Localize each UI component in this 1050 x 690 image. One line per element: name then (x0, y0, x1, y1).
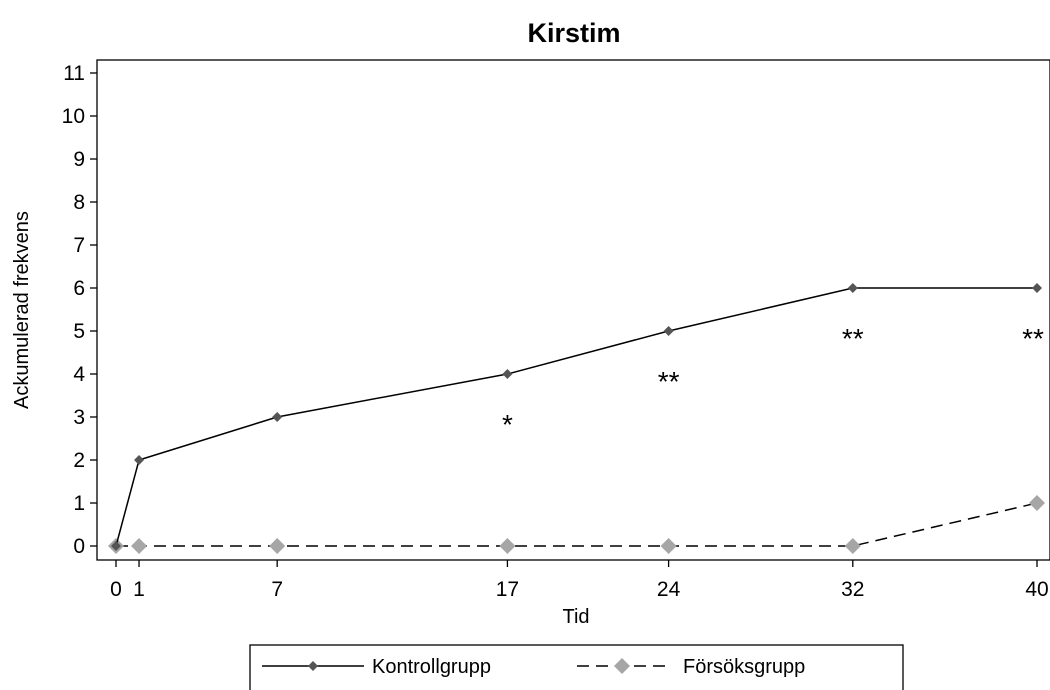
data-point-forsoksgrupp (1029, 495, 1045, 511)
plot-frame (96, 59, 1050, 561)
data-point-forsoksgrupp (269, 538, 286, 554)
data-point-kontrollgrupp (1032, 283, 1042, 293)
x-tick-label: 0 (110, 578, 122, 601)
x-tick-label: 40 (1025, 578, 1048, 601)
y-tick-label: 0 (73, 535, 85, 558)
legend: Kontrollgrupp Försöksgrupp (249, 644, 904, 690)
y-tick-label: 11 (63, 62, 85, 85)
y-tick-label: 10 (62, 105, 85, 128)
data-point-forsoksgrupp (844, 538, 861, 554)
legend-box (249, 644, 904, 690)
series-line-kontrollgrupp (115, 287, 1037, 547)
data-point-forsoksgrupp (660, 538, 677, 554)
significance-annotation: ** (658, 366, 680, 397)
x-axis-ticks: 0 1 7 17 24 32 40 (110, 560, 1049, 601)
data-point-kontrollgrupp (134, 455, 145, 465)
annotation-layer: ***** ** (502, 323, 1044, 440)
chart-title: Kirstim (527, 18, 620, 48)
data-point-kontrollgrupp (663, 326, 674, 336)
y-tick-label: 3 (73, 406, 85, 429)
series-layer (108, 283, 1045, 554)
data-point-kontrollgrupp (272, 412, 283, 422)
legend-label-kontrollgrupp: Kontrollgrupp (372, 656, 491, 678)
y-tick-label: 1 (73, 492, 85, 515)
data-point-forsoksgrupp (131, 538, 148, 554)
plot-area (96, 59, 1050, 561)
data-point-kontrollgrupp (502, 369, 513, 379)
x-tick-label: 24 (657, 578, 681, 601)
data-point-forsoksgrupp (499, 538, 516, 554)
y-tick-label: 8 (73, 191, 85, 214)
y-tick-label: 4 (73, 363, 85, 386)
data-point-kontrollgrupp (847, 283, 858, 293)
x-axis-label: Tid (562, 606, 589, 628)
y-axis-label: Ackumulerad frekvens (11, 211, 33, 409)
legend-marker-kontrollgrupp (308, 661, 318, 671)
y-tick-label: 2 (73, 449, 85, 472)
significance-annotation: ** (1022, 323, 1044, 354)
significance-annotation: ** (842, 323, 864, 354)
significance-annotation: * (502, 409, 513, 440)
x-tick-label: 17 (496, 578, 519, 601)
series-line-forsoksgrupp (116, 502, 1038, 547)
x-tick-label: 7 (271, 578, 283, 601)
y-tick-label: 6 (73, 277, 85, 300)
legend-label-forsoksgrupp: Försöksgrupp (683, 656, 805, 678)
y-tick-label: 9 (73, 148, 85, 171)
data-point-kontrollgrupp (111, 541, 121, 551)
x-tick-label: 32 (841, 578, 864, 601)
x-tick-label: 1 (133, 578, 145, 601)
legend-marker-forsoksgrupp (614, 658, 630, 674)
y-tick-label: 5 (73, 320, 85, 343)
y-axis-ticks: 0 1 2 3 4 5 6 7 8 9 10 11 (62, 62, 97, 558)
y-tick-label: 7 (73, 234, 85, 257)
